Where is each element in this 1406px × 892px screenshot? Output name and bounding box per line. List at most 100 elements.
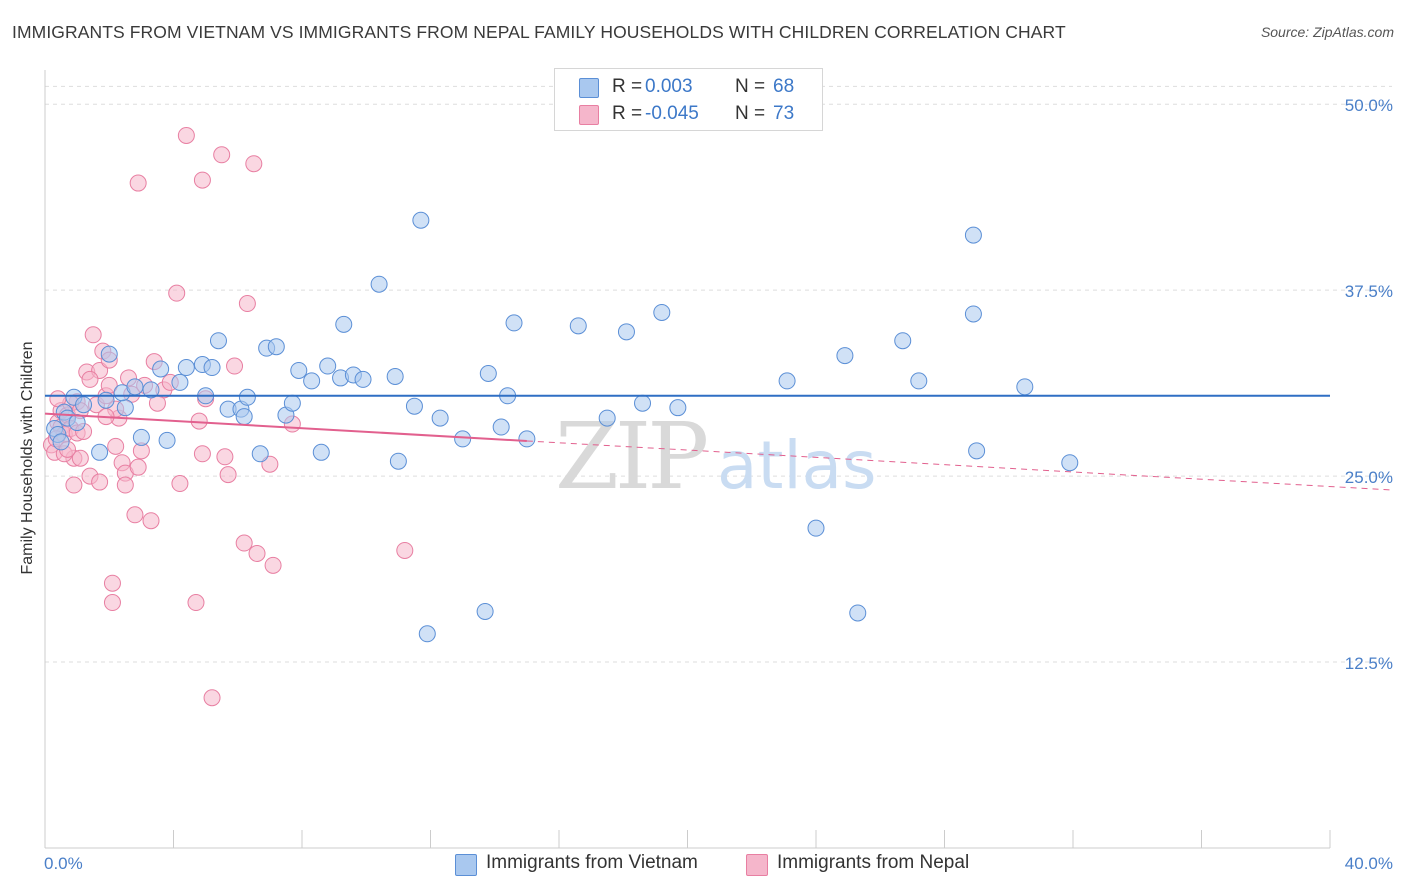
vietnam-point-10 <box>100 345 118 363</box>
vietnam-point-48 <box>454 430 472 448</box>
vietnam-n-label: N = <box>735 76 766 97</box>
vietnam-point-60 <box>669 399 687 417</box>
vietnam-point-13 <box>126 378 144 396</box>
nepal-r-label: R = <box>612 103 643 124</box>
vietnam-point-40 <box>354 370 372 388</box>
nepal-point-54 <box>245 155 263 173</box>
vietnam-point-46 <box>418 625 436 643</box>
vietnam-point-16 <box>152 360 170 378</box>
nepal-point-8 <box>65 476 83 494</box>
vietnam-point-30 <box>267 338 285 356</box>
vietnam-point-63 <box>836 347 854 365</box>
vietnam-point-64 <box>849 604 867 622</box>
vietnam-point-47 <box>431 409 449 427</box>
vietnam-point-35 <box>312 443 330 461</box>
vietnam-point-50 <box>479 364 497 382</box>
vietnam-swatch <box>579 78 599 98</box>
vietnam-point-27 <box>238 388 256 406</box>
nepal-n-label: N = <box>735 103 766 124</box>
vietnam-point-43 <box>389 452 407 470</box>
nepal-n-value: 73 <box>773 103 795 124</box>
vietnam-point-41 <box>370 275 388 293</box>
chart-title: IMMIGRANTS FROM VIETNAM VS IMMIGRANTS FR… <box>12 22 1066 42</box>
nepal-point-66 <box>81 370 99 388</box>
vietnam-point-53 <box>505 314 523 332</box>
vietnam-point-34 <box>303 372 321 390</box>
watermark: ZIP atlas <box>555 403 877 510</box>
nepal-point-60 <box>396 541 414 559</box>
vietnam-point-51 <box>492 418 510 436</box>
x-tick-label-max: 40.0% <box>1345 854 1393 873</box>
nepal-point-40 <box>168 284 186 302</box>
y-tick-label-1: 25.0% <box>1345 468 1393 487</box>
vietnam-point-68 <box>964 305 982 323</box>
vietnam-point-22 <box>203 359 221 377</box>
vietnam-point-11 <box>116 399 134 417</box>
vietnam-point-15 <box>142 381 160 399</box>
series-legend: Immigrants from Vietnam Immigrants from … <box>0 852 1406 878</box>
nepal-point-12 <box>71 449 89 467</box>
nepal-legend-swatch <box>746 854 768 876</box>
vietnam-point-49 <box>476 602 494 620</box>
vietnam-point-44 <box>405 397 423 415</box>
vietnam-point-67 <box>964 226 982 244</box>
vietnam-point-59 <box>653 303 671 321</box>
nepal-point-25 <box>107 437 125 455</box>
vietnam-point-54 <box>518 430 536 448</box>
vietnam-point-65 <box>894 332 912 350</box>
vietnam-r-label: R = <box>612 76 643 97</box>
nepal-point-15 <box>84 326 102 344</box>
trend-lines <box>44 394 1393 491</box>
vietnam-point-33 <box>290 361 308 379</box>
nepal-point-41 <box>171 475 189 493</box>
vietnam-point-17 <box>158 431 176 449</box>
vietnam-legend-swatch <box>455 854 477 876</box>
nepal-point-17 <box>91 473 109 491</box>
nepal-r-value: -0.045 <box>645 103 699 124</box>
nepal-point-24 <box>103 594 121 612</box>
vietnam-point-6 <box>68 414 86 432</box>
nepal-point-55 <box>248 544 266 562</box>
vietnam-n-value: 68 <box>773 76 795 97</box>
y-tick-label-3: 50.0% <box>1345 96 1393 115</box>
nepal-point-50 <box>216 448 234 466</box>
vietnam-point-36 <box>319 357 337 375</box>
vietnam-point-2 <box>52 433 70 451</box>
nepal-point-68 <box>129 458 147 476</box>
nepal-point-42 <box>177 126 195 144</box>
x-tick-label-min: 0.0% <box>44 854 83 873</box>
vietnam-legend-label: Immigrants from Vietnam <box>486 852 698 873</box>
vietnam-point-56 <box>598 409 616 427</box>
correlation-legend: R = 0.003 N = 68 R = -0.045 N = 73 <box>554 68 823 131</box>
vietnam-point-32 <box>283 394 301 412</box>
nepal-point-58 <box>264 556 282 574</box>
nepal-point-36 <box>142 512 160 530</box>
vietnam-point-42 <box>386 367 404 385</box>
y-tick-label-2: 37.5% <box>1345 282 1393 301</box>
nepal-trend-extension <box>526 440 1393 491</box>
nepal-point-52 <box>226 357 244 375</box>
vietnam-point-26 <box>235 408 253 426</box>
vietnam-point-55 <box>569 317 587 335</box>
nepal-point-23 <box>103 574 121 592</box>
nepal-swatch <box>579 105 599 125</box>
nepal-point-45 <box>193 445 211 463</box>
nepal-point-29 <box>116 476 134 494</box>
nepal-point-48 <box>203 689 221 707</box>
grid-lines <box>45 85 1392 663</box>
nepal-point-57 <box>261 455 279 473</box>
vietnam-point-66 <box>910 372 928 390</box>
nepal-point-56 <box>238 295 256 313</box>
nepal-point-51 <box>219 466 237 484</box>
vietnam-point-7 <box>75 396 93 414</box>
vietnam-point-38 <box>335 315 353 333</box>
nepal-point-43 <box>187 594 205 612</box>
vietnam-point-18 <box>171 373 189 391</box>
nepal-point-46 <box>193 171 211 189</box>
nepal-point-33 <box>129 174 147 192</box>
nepal-legend-label: Immigrants from Nepal <box>777 852 970 873</box>
watermark-zip: ZIP <box>555 403 706 510</box>
vietnam-point-69 <box>968 442 986 460</box>
vietnam-points <box>46 211 1079 643</box>
